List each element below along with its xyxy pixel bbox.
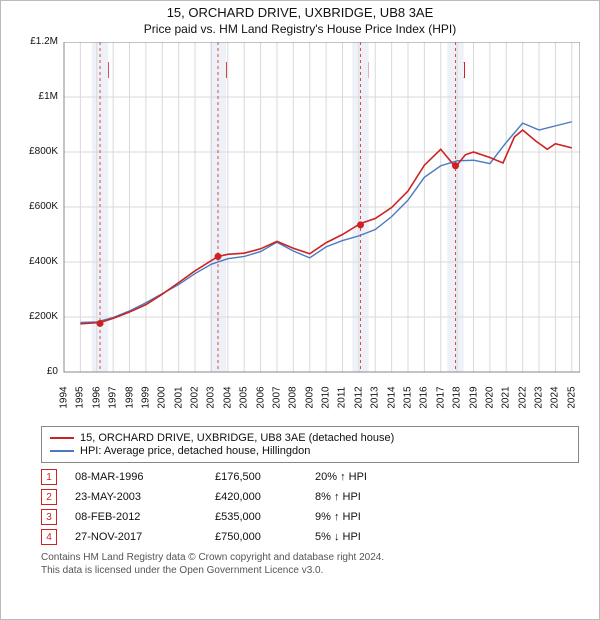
table-marker: 3 xyxy=(41,509,57,525)
sale-delta: 5% ↓ HPI xyxy=(315,531,425,543)
table-row: 2 23-MAY-2003£420,0008% ↑ HPI xyxy=(41,489,579,505)
sale-date: 23-MAY-2003 xyxy=(75,491,215,503)
table-marker: 2 xyxy=(41,489,57,505)
sales-table: 1 08-MAR-1996£176,50020% ↑ HPI 2 23-MAY-200… xyxy=(41,469,579,545)
legend: 15, ORCHARD DRIVE, UXBRIDGE, UB8 3AE (de… xyxy=(41,426,579,463)
legend-label: 15, ORCHARD DRIVE, UXBRIDGE, UB8 3AE (de… xyxy=(80,432,394,444)
footer-line2: This data is licensed under the Open Gov… xyxy=(41,564,579,577)
table-marker: 1 xyxy=(41,469,57,485)
chart-card: 15, ORCHARD DRIVE, UXBRIDGE, UB8 3AE Pri… xyxy=(0,0,600,620)
table-marker: 4 xyxy=(41,529,57,545)
sale-date: 08-FEB-2012 xyxy=(75,511,215,523)
footer-line1: Contains HM Land Registry data © Crown c… xyxy=(41,551,579,564)
table-row: 3 08-FEB-2012£535,0009% ↑ HPI xyxy=(41,509,579,525)
sale-date: 08-MAR-1996 xyxy=(75,471,215,483)
sale-delta: 8% ↑ HPI xyxy=(315,491,425,503)
legend-item: 15, ORCHARD DRIVE, UXBRIDGE, UB8 3AE (de… xyxy=(50,432,570,444)
sale-price: £750,000 xyxy=(215,531,315,543)
sale-delta: 20% ↑ HPI xyxy=(315,471,425,483)
sale-price: £420,000 xyxy=(215,491,315,503)
sale-price: £535,000 xyxy=(215,511,315,523)
legend-swatch xyxy=(50,437,74,439)
table-row: 1 08-MAR-1996£176,50020% ↑ HPI xyxy=(41,469,579,485)
footer: Contains HM Land Registry data © Crown c… xyxy=(41,551,579,577)
legend-swatch xyxy=(50,450,74,452)
legend-item: HPI: Average price, detached house, Hill… xyxy=(50,445,570,457)
title-line2: Price paid vs. HM Land Registry's House … xyxy=(1,22,599,36)
legend-label: HPI: Average price, detached house, Hill… xyxy=(80,445,310,457)
chart-area: £0£200K£400K£600K£800K£1M£1.2M1994199519… xyxy=(20,42,580,422)
sale-date: 27-NOV-2017 xyxy=(75,531,215,543)
sale-price: £176,500 xyxy=(215,471,315,483)
title-line1: 15, ORCHARD DRIVE, UXBRIDGE, UB8 3AE xyxy=(1,5,599,20)
table-row: 4 27-NOV-2017£750,0005% ↓ HPI xyxy=(41,529,579,545)
sale-delta: 9% ↑ HPI xyxy=(315,511,425,523)
titles: 15, ORCHARD DRIVE, UXBRIDGE, UB8 3AE Pri… xyxy=(1,1,599,36)
